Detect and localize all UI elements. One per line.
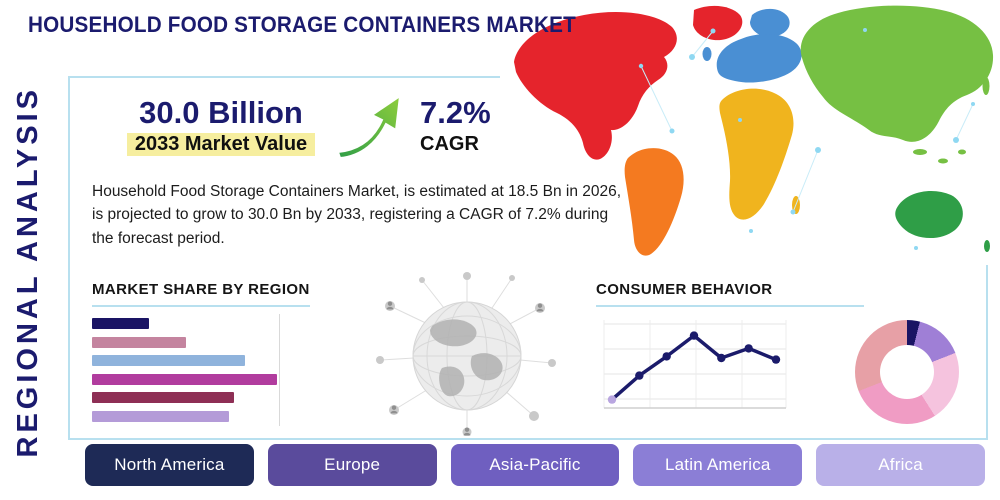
donut-hole (880, 345, 934, 399)
market-share-bar-1 (92, 318, 149, 329)
region-button-latin-america[interactable]: Latin America (633, 444, 803, 486)
continent-africa (719, 88, 794, 220)
vertical-regional-analysis-label: REGIONAL ANALYSIS (12, 86, 44, 458)
market-share-bar-3 (92, 355, 245, 367)
island-indonesia-3 (958, 149, 966, 155)
market-share-bar-6 (92, 410, 230, 422)
line-marker-4 (689, 331, 699, 340)
line-marker-6 (744, 344, 753, 353)
island-indonesia-1 (913, 149, 927, 155)
map-network-dots (638, 28, 975, 250)
market-value-stat: 30.0 Billion 2033 Market Value (96, 95, 346, 157)
regional-share-donut-chart (855, 320, 959, 424)
market-description: Household Food Storage Containers Market… (92, 183, 622, 247)
market-share-heading: MARKET SHARE BY REGION (92, 281, 310, 307)
continent-south-america (624, 148, 684, 256)
market-share-bar-5 (92, 392, 234, 404)
line-marker-5 (717, 353, 726, 363)
continent-europe (716, 34, 802, 83)
island-uk (702, 47, 712, 61)
market-value-label: 2033 Market Value (126, 133, 316, 157)
market-share-bar-4 (92, 373, 278, 385)
line-marker-3 (662, 352, 671, 361)
market-share-bar-2 (92, 336, 186, 348)
region-button-africa[interactable]: Africa (816, 444, 985, 486)
continent-north-america (514, 12, 677, 160)
page-title: HOUSEHOLD FOOD STORAGE CONTAINERS MARKET (28, 12, 576, 37)
consumer-behavior-line-chart (603, 320, 787, 409)
globe-continents (430, 319, 503, 397)
market-value-number: 30.0 Billion (139, 95, 303, 130)
line-marker-1 (607, 395, 617, 404)
growth-arrow-icon (330, 88, 410, 160)
continent-australia (895, 190, 963, 239)
globe-network-lines (379, 276, 553, 432)
world-map (500, 0, 1000, 265)
island-new-zealand (984, 240, 990, 252)
island-indonesia-2 (938, 158, 948, 164)
region-button-europe[interactable]: Europe (267, 444, 437, 486)
line-marker-7 (771, 355, 781, 364)
region-button-asia-pacific[interactable]: Asia-Pacific (450, 444, 620, 486)
map-network-lines (640, 30, 974, 213)
region-button-north-america[interactable]: North America (85, 444, 254, 486)
consumer-behavior-heading: CONSUMER BEHAVIOR (596, 281, 864, 307)
bar-chart-gridline (279, 314, 281, 426)
region-scandinavia (750, 8, 790, 38)
line-marker-2 (635, 371, 644, 380)
cagr-label: CAGR (420, 133, 479, 156)
cagr-number: 7.2% (420, 95, 491, 130)
globe-people-icons (386, 301, 544, 436)
island-greenland (693, 5, 743, 41)
globe-network-graphic (372, 268, 562, 436)
market-share-bar-chart (92, 314, 310, 426)
region-buttons-row: North America Europe Asia-Pacific Latin Ame… (85, 444, 985, 486)
island-japan (982, 77, 990, 95)
cagr-stat: 7.2% CAGR (420, 95, 550, 156)
continent-asia (800, 5, 994, 142)
